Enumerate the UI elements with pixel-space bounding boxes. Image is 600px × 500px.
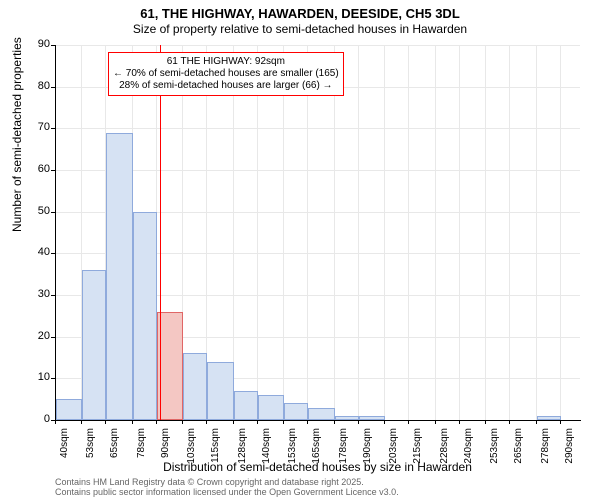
y-tick-mark bbox=[51, 253, 55, 254]
y-tick-label: 70 bbox=[25, 121, 50, 133]
y-tick-label: 80 bbox=[25, 80, 50, 92]
x-tick-mark bbox=[509, 420, 510, 424]
annotation-line-1: 61 THE HIGHWAY: 92sqm bbox=[113, 56, 339, 68]
y-tick-mark bbox=[51, 128, 55, 129]
x-tick-mark bbox=[334, 420, 335, 424]
bar bbox=[335, 416, 359, 420]
x-tick-mark bbox=[132, 420, 133, 424]
y-tick-label: 60 bbox=[25, 163, 50, 175]
plot-area bbox=[55, 45, 581, 421]
y-tick-label: 30 bbox=[25, 288, 50, 300]
x-tick-mark bbox=[485, 420, 486, 424]
x-tick-mark bbox=[408, 420, 409, 424]
y-tick-mark bbox=[51, 212, 55, 213]
y-tick-mark bbox=[51, 45, 55, 46]
y-tick-mark bbox=[51, 87, 55, 88]
x-tick-mark bbox=[156, 420, 157, 424]
x-axis-label: Distribution of semi-detached houses by … bbox=[55, 460, 580, 474]
x-tick-mark bbox=[384, 420, 385, 424]
chart-title-sub: Size of property relative to semi-detach… bbox=[0, 22, 600, 36]
y-tick-label: 20 bbox=[25, 330, 50, 342]
bar bbox=[133, 212, 157, 420]
y-tick-mark bbox=[51, 295, 55, 296]
attribution: Contains HM Land Registry data © Crown c… bbox=[55, 478, 399, 498]
bar bbox=[284, 403, 308, 420]
x-tick-mark bbox=[257, 420, 258, 424]
chart-title-main: 61, THE HIGHWAY, HAWARDEN, DEESIDE, CH5 … bbox=[0, 6, 600, 21]
bar bbox=[234, 391, 258, 420]
x-tick-mark bbox=[81, 420, 82, 424]
bar bbox=[106, 133, 132, 421]
x-tick-mark bbox=[358, 420, 359, 424]
x-tick-mark bbox=[307, 420, 308, 424]
x-tick-mark bbox=[55, 420, 56, 424]
x-tick-mark bbox=[105, 420, 106, 424]
y-axis-label: Number of semi-detached properties bbox=[10, 37, 24, 232]
bar bbox=[207, 362, 233, 420]
marker-line bbox=[160, 45, 161, 420]
attribution-line-2: Contains public sector information licen… bbox=[55, 488, 399, 498]
y-tick-mark bbox=[51, 170, 55, 171]
bar bbox=[359, 416, 385, 420]
x-tick-mark bbox=[182, 420, 183, 424]
annotation-box: 61 THE HIGHWAY: 92sqm ← 70% of semi-deta… bbox=[108, 52, 344, 96]
x-tick-mark bbox=[206, 420, 207, 424]
bar bbox=[56, 399, 82, 420]
x-tick-mark bbox=[459, 420, 460, 424]
x-tick-mark bbox=[283, 420, 284, 424]
x-tick-mark bbox=[536, 420, 537, 424]
y-tick-mark bbox=[51, 337, 55, 338]
y-tick-label: 10 bbox=[25, 371, 50, 383]
y-tick-mark bbox=[51, 378, 55, 379]
x-tick-mark bbox=[435, 420, 436, 424]
x-tick-mark bbox=[233, 420, 234, 424]
y-tick-label: 50 bbox=[25, 205, 50, 217]
chart-container: 61, THE HIGHWAY, HAWARDEN, DEESIDE, CH5 … bbox=[0, 0, 600, 500]
bar bbox=[308, 408, 334, 421]
bar bbox=[183, 353, 207, 420]
annotation-line-2: ← 70% of semi-detached houses are smalle… bbox=[113, 68, 339, 80]
annotation-line-3: 28% of semi-detached houses are larger (… bbox=[113, 80, 339, 92]
bar bbox=[258, 395, 284, 420]
y-tick-label: 0 bbox=[25, 413, 50, 425]
y-tick-label: 90 bbox=[25, 38, 50, 50]
bar bbox=[82, 270, 106, 420]
x-tick-mark bbox=[560, 420, 561, 424]
bar bbox=[537, 416, 561, 420]
y-tick-label: 40 bbox=[25, 246, 50, 258]
